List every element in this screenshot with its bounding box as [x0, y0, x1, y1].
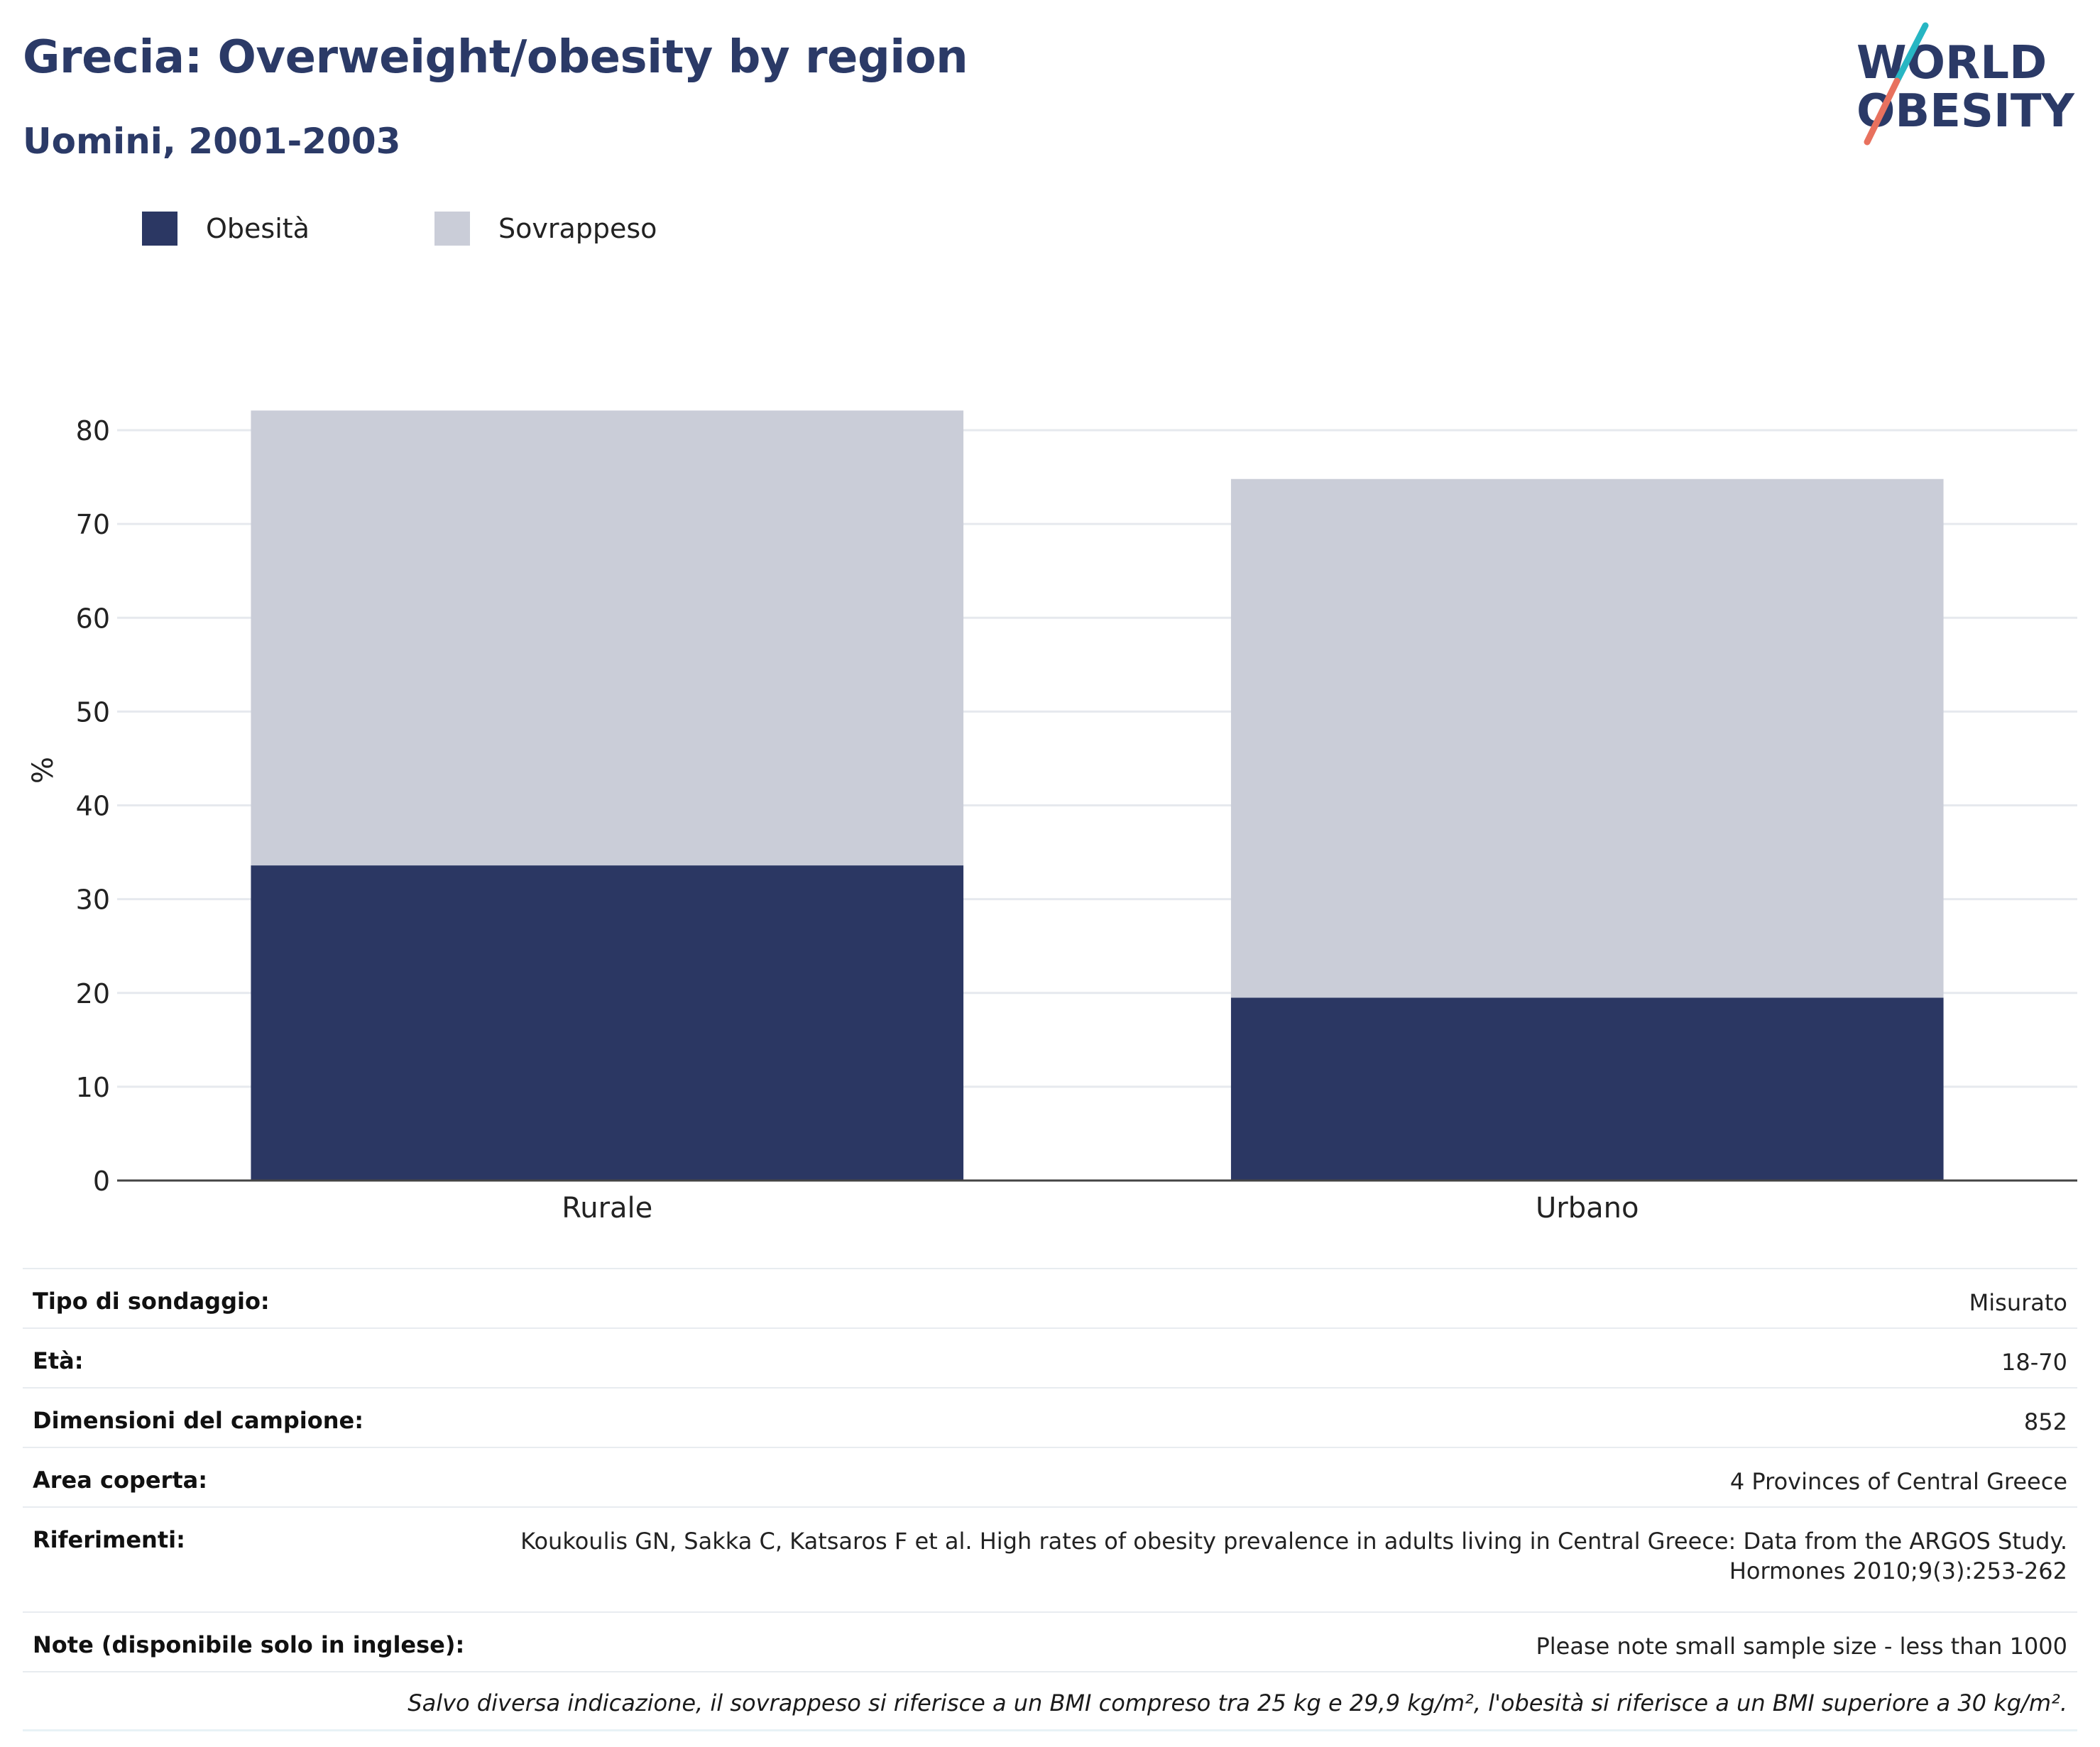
y-tick-label: 10: [76, 1072, 110, 1103]
info-value-age: 18-70: [2001, 1349, 2067, 1376]
info-label-references: Riferimenti:: [33, 1526, 185, 1553]
info-label-age: Età:: [33, 1347, 84, 1374]
reference-line-1: Koukoulis GN, Sakka C, Katsaros F et al.…: [520, 1528, 2067, 1555]
y-tick-label: 20: [76, 978, 110, 1009]
info-value-references: Koukoulis GN, Sakka C, Katsaros F et al.…: [483, 1507, 2077, 1612]
y-tick-label: 50: [76, 696, 110, 728]
legend-label-obesity: Obesità: [206, 213, 310, 244]
info-value-notes: Please note small sample size - less tha…: [1536, 1633, 2067, 1660]
info-row-age: Età: 18-70: [23, 1328, 2077, 1388]
page-subtitle: Uomini, 2001-2003: [23, 121, 401, 162]
y-tick-label: 40: [76, 791, 110, 822]
bar-overweight-urbano[interactable]: [1230, 478, 1944, 998]
world-obesity-logo: WORLD OBESITY: [1856, 22, 2074, 146]
info-row-footnote: Salvo diversa indicazione, il sovrappeso…: [23, 1672, 2077, 1731]
info-row-sample-size: Dimensioni del campione: 852: [23, 1388, 2077, 1447]
x-tick-label-rurale: Rurale: [562, 1192, 652, 1225]
info-label-notes: Note (disponibile solo in inglese):: [33, 1631, 465, 1658]
x-tick-label-urbano: Urbano: [1536, 1192, 1639, 1225]
survey-info-table: Tipo di sondaggio: Misurato Età: 18-70 D…: [23, 1268, 2077, 1731]
y-tick-label: 70: [76, 509, 110, 540]
bar-obesity-rurale[interactable]: [251, 865, 964, 1181]
footnote-text: Salvo diversa indicazione, il sovrappeso…: [23, 1672, 2077, 1731]
info-label-area: Area coperta:: [33, 1467, 208, 1494]
info-row-survey-type: Tipo di sondaggio: Misurato: [23, 1269, 2077, 1328]
bar-chart: 0 10 20 30 40 50 60 70 80 Rurale Urbano %: [27, 410, 2077, 1225]
logo-slash-bottom: [1864, 77, 1901, 146]
info-row-references: Riferimenti: Koukoulis GN, Sakka C, Kats…: [23, 1507, 2077, 1612]
logo-text-world: WORLD: [1856, 37, 2047, 89]
info-label-sample-size: Dimensioni del campione:: [33, 1407, 364, 1434]
y-tick-labels: 0 10 20 30 40 50 60 70 80: [76, 415, 110, 1197]
legend-label-overweight: Sovrappeso: [498, 213, 657, 244]
info-value-sample-size: 852: [2023, 1408, 2067, 1435]
legend-item-obesity[interactable]: Obesità: [142, 210, 310, 247]
bar-obesity-urbano[interactable]: [1230, 997, 1944, 1181]
bars: [251, 410, 1944, 1181]
legend-swatch-obesity: [142, 212, 177, 246]
reference-line-2: Hormones 2010;9(3):253-262: [1729, 1557, 2067, 1584]
y-tick-label: 30: [76, 885, 110, 916]
info-value-area: 4 Provinces of Central Greece: [1729, 1468, 2067, 1495]
info-row-notes: Note (disponibile solo in inglese): Plea…: [23, 1612, 2077, 1672]
info-label-survey-type: Tipo di sondaggio:: [33, 1288, 270, 1315]
info-value-survey-type: Misurato: [1969, 1289, 2067, 1316]
info-row-area: Area coperta: 4 Provinces of Central Gre…: [23, 1447, 2077, 1507]
y-tick-label: 0: [93, 1166, 110, 1197]
page-title: Grecia: Overweight/obesity by region: [23, 31, 968, 84]
y-tick-label: 80: [76, 415, 110, 447]
y-axis-label: %: [27, 757, 60, 784]
legend-swatch-overweight: [434, 212, 470, 246]
logo-slash-top: [1893, 22, 1929, 84]
legend-item-overweight[interactable]: Sovrappeso: [434, 210, 657, 247]
y-tick-label: 60: [76, 603, 110, 634]
bar-overweight-rurale[interactable]: [251, 410, 964, 866]
x-tick-labels: Rurale Urbano: [117, 1179, 2077, 1225]
